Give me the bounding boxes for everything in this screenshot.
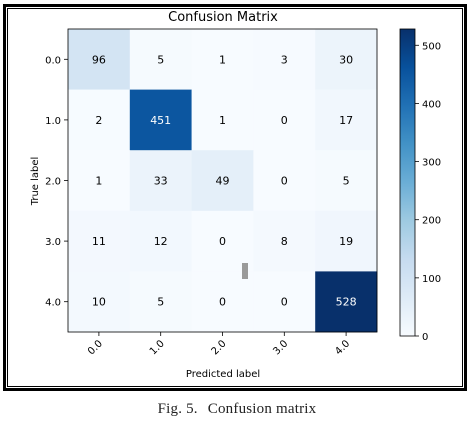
heatmap-cell	[253, 29, 316, 90]
heatmap-cell	[253, 210, 316, 272]
heatmap-cell	[129, 29, 192, 90]
cell-value-label: 528	[336, 296, 357, 309]
heatmap-cell	[68, 150, 131, 212]
cell-value-label: 12	[154, 235, 168, 248]
cell-value-label: 0	[281, 175, 288, 188]
heatmap-cell	[129, 150, 192, 212]
cell-value-label: 11	[92, 235, 106, 248]
heatmap-cell	[129, 89, 192, 151]
heatmap-cell	[191, 271, 254, 333]
heatmap-cell	[191, 210, 254, 272]
cell-value-label: 2	[95, 114, 102, 127]
cell-value-label: 17	[339, 114, 353, 127]
cell-value-label: 49	[216, 175, 230, 188]
colorbar-tick-label: 0	[422, 332, 428, 343]
heatmap-cell	[253, 150, 316, 212]
x-axis-ticks: 0.0 1.0 2.0 3.0 4.0	[86, 332, 352, 357]
y-tick-label: 0.0	[45, 55, 61, 66]
figure-inner-border	[7, 8, 463, 387]
heatmap-cell	[315, 210, 378, 272]
colorbar-tick-label: 500	[422, 41, 441, 52]
heatmap-cell	[315, 29, 378, 90]
cell-value-label: 0	[219, 296, 226, 309]
heatmap-cell	[68, 210, 131, 272]
heatmap-cell	[129, 210, 192, 272]
x-tick-label: 4.0	[333, 338, 352, 357]
y-tick-label: 2.0	[45, 177, 61, 188]
heatmap-cell	[253, 271, 316, 333]
cell-value-label: 33	[154, 175, 168, 188]
chart-title: Confusion Matrix	[168, 10, 278, 25]
heatmap-cell	[191, 89, 254, 151]
cell-value-label: 10	[92, 296, 106, 309]
colorbar-tick-label: 100	[422, 274, 441, 285]
y-tick-label: 1.0	[45, 116, 61, 127]
cell-value-label: 5	[157, 53, 164, 66]
caption-figure-number: Fig. 5.	[157, 401, 198, 417]
colorbar-tick-label: 300	[422, 158, 441, 169]
figure-caption: Fig. 5. Confusion matrix	[0, 401, 474, 418]
small-gray-artifact	[242, 263, 248, 279]
cell-value-label: 30	[339, 53, 353, 66]
cell-value-label: 1	[219, 53, 226, 66]
cell-value-label: 96	[92, 53, 106, 66]
x-tick-label: 2.0	[210, 338, 229, 357]
heatmap-cell	[315, 271, 378, 333]
heatmap-cell	[191, 29, 254, 90]
cell-value-label: 1	[95, 175, 102, 188]
colorbar-tick-label: 200	[422, 216, 441, 227]
y-axis-ticks: 0.0 1.0 2.0 3.0 4.0	[45, 55, 68, 309]
y-tick-label: 3.0	[45, 237, 61, 248]
x-tick-label: 0.0	[86, 338, 105, 357]
cell-value-label: 3	[281, 53, 288, 66]
heatmap-cell	[253, 89, 316, 151]
cell-value-label: 0	[281, 296, 288, 309]
heatmap-cell	[191, 150, 254, 212]
colorbar	[399, 28, 416, 337]
heatmap-cell	[315, 150, 378, 212]
y-tick-label: 4.0	[45, 298, 61, 309]
heatmap-cell	[68, 89, 131, 151]
cell-value-label: 5	[343, 175, 350, 188]
x-tick-label: 1.0	[148, 338, 167, 357]
heatmap-cell	[68, 29, 131, 90]
y-axis-label: True label	[30, 157, 41, 207]
colorbar-ticks: 0 100 200 300 400 500	[415, 41, 441, 343]
cell-value-label: 19	[339, 235, 353, 248]
confusion-matrix-chart: Confusion Matrix 96 5 1 3 302 451 1 0 171 33 49 0 51…	[30, 10, 441, 380]
heatmap-cell	[129, 271, 192, 333]
colorbar-tick-label: 400	[422, 99, 441, 110]
x-axis-label: Predicted label	[186, 369, 260, 380]
cell-value-label: 5	[157, 296, 164, 309]
cell-value-label: 451	[150, 114, 171, 127]
caption-text: Confusion matrix	[207, 401, 317, 417]
cell-value-label: 8	[281, 235, 288, 248]
heatmap-cell	[315, 89, 378, 151]
cell-value-label: 1	[219, 114, 226, 127]
cell-value-label: 0	[281, 114, 288, 127]
heatmap-cell	[68, 271, 131, 333]
cell-value-label: 0	[219, 235, 226, 248]
x-tick-label: 3.0	[271, 338, 290, 357]
